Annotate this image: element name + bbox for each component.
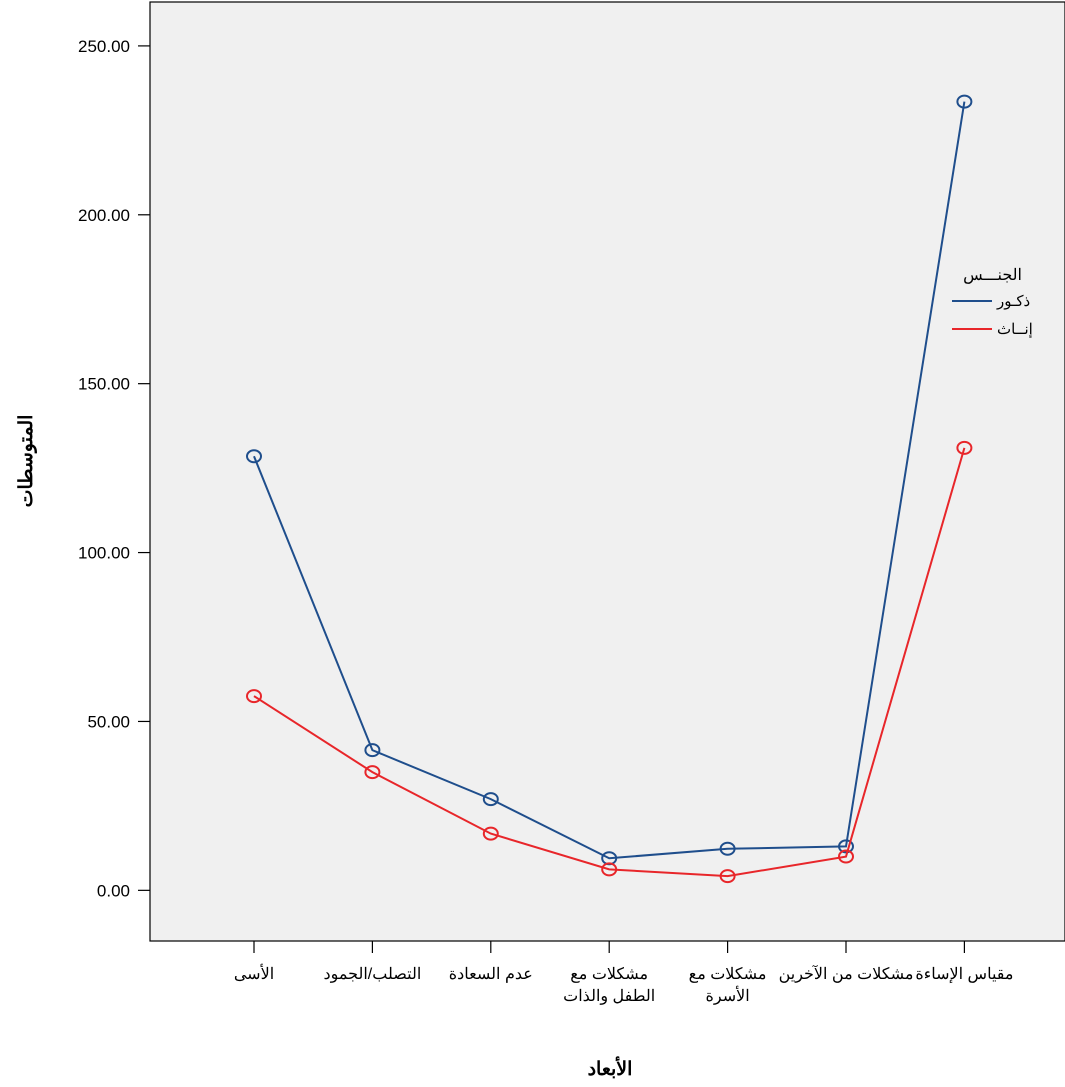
series-male	[246, 94, 973, 866]
y-tick-label: 200.00	[78, 206, 130, 225]
x-tick-label-line: مشكلات مع	[689, 966, 767, 983]
x-tick-label-line: الطفل والذات	[563, 988, 655, 1005]
x-axis: الأسى التصلب/الجمود عدم السعادة مشكلات مع ال…	[234, 941, 1013, 1005]
x-tick-label-line: التصلب/الجمود	[324, 966, 422, 983]
x-tick-label: عدم السعادة	[449, 966, 533, 983]
y-axis-title: المتوسطات	[16, 415, 37, 508]
series-female	[246, 440, 973, 884]
y-tick-label: 150.00	[78, 375, 130, 394]
x-axis-title: الأبعاد	[588, 1056, 633, 1080]
x-tick-label-line: الأسرة	[706, 986, 750, 1005]
x-tick-label: مقياس الإساءة	[915, 966, 1013, 983]
y-tick-label: 0.00	[97, 881, 130, 900]
series-layer	[246, 94, 973, 884]
x-tick-label-line: مشكلات مع	[570, 966, 648, 983]
legend-title: الجنـــس	[963, 267, 1022, 284]
y-axis: 0.00 50.00 100.00 150.00 200.00 250.00	[78, 37, 150, 900]
series-line	[253, 101, 966, 860]
data-point	[482, 826, 499, 841]
data-point	[719, 869, 736, 884]
legend-label: ذكـور	[996, 293, 1030, 310]
data-point	[601, 862, 618, 877]
data-point	[719, 841, 736, 856]
x-tick-label-line: مقياس الإساءة	[915, 966, 1013, 983]
plot-area	[149, 1, 1065, 942]
y-tick-label: 50.00	[87, 712, 130, 731]
data-point	[838, 849, 854, 864]
data-point	[956, 440, 973, 455]
x-tick-label: مشكلات مع الأسرة	[689, 966, 767, 1005]
x-tick-label: الأسى	[234, 964, 274, 983]
data-point	[246, 689, 262, 704]
data-point	[364, 743, 381, 758]
data-point	[482, 792, 499, 807]
x-tick-label-line: عدم السعادة	[449, 966, 533, 983]
x-tick-label: مشكلات من الآخرين	[779, 965, 914, 983]
data-point	[246, 449, 262, 464]
data-point	[956, 94, 973, 109]
x-tick-label-line: مشكلات من الآخرين	[779, 965, 914, 983]
x-tick-label-line: الأسى	[234, 964, 274, 983]
data-point	[364, 765, 381, 780]
legend-label: إنــاث	[997, 321, 1033, 338]
series-line	[253, 447, 966, 878]
x-tick-label: مشكلات مع الطفل والذات	[563, 966, 655, 1005]
x-tick-label: التصلب/الجمود	[324, 966, 422, 983]
y-tick-label: 250.00	[78, 37, 130, 56]
y-tick-label: 100.00	[78, 544, 130, 563]
legend: الجنـــس ذكـور إنــاث	[952, 267, 1033, 338]
data-point	[838, 839, 854, 854]
